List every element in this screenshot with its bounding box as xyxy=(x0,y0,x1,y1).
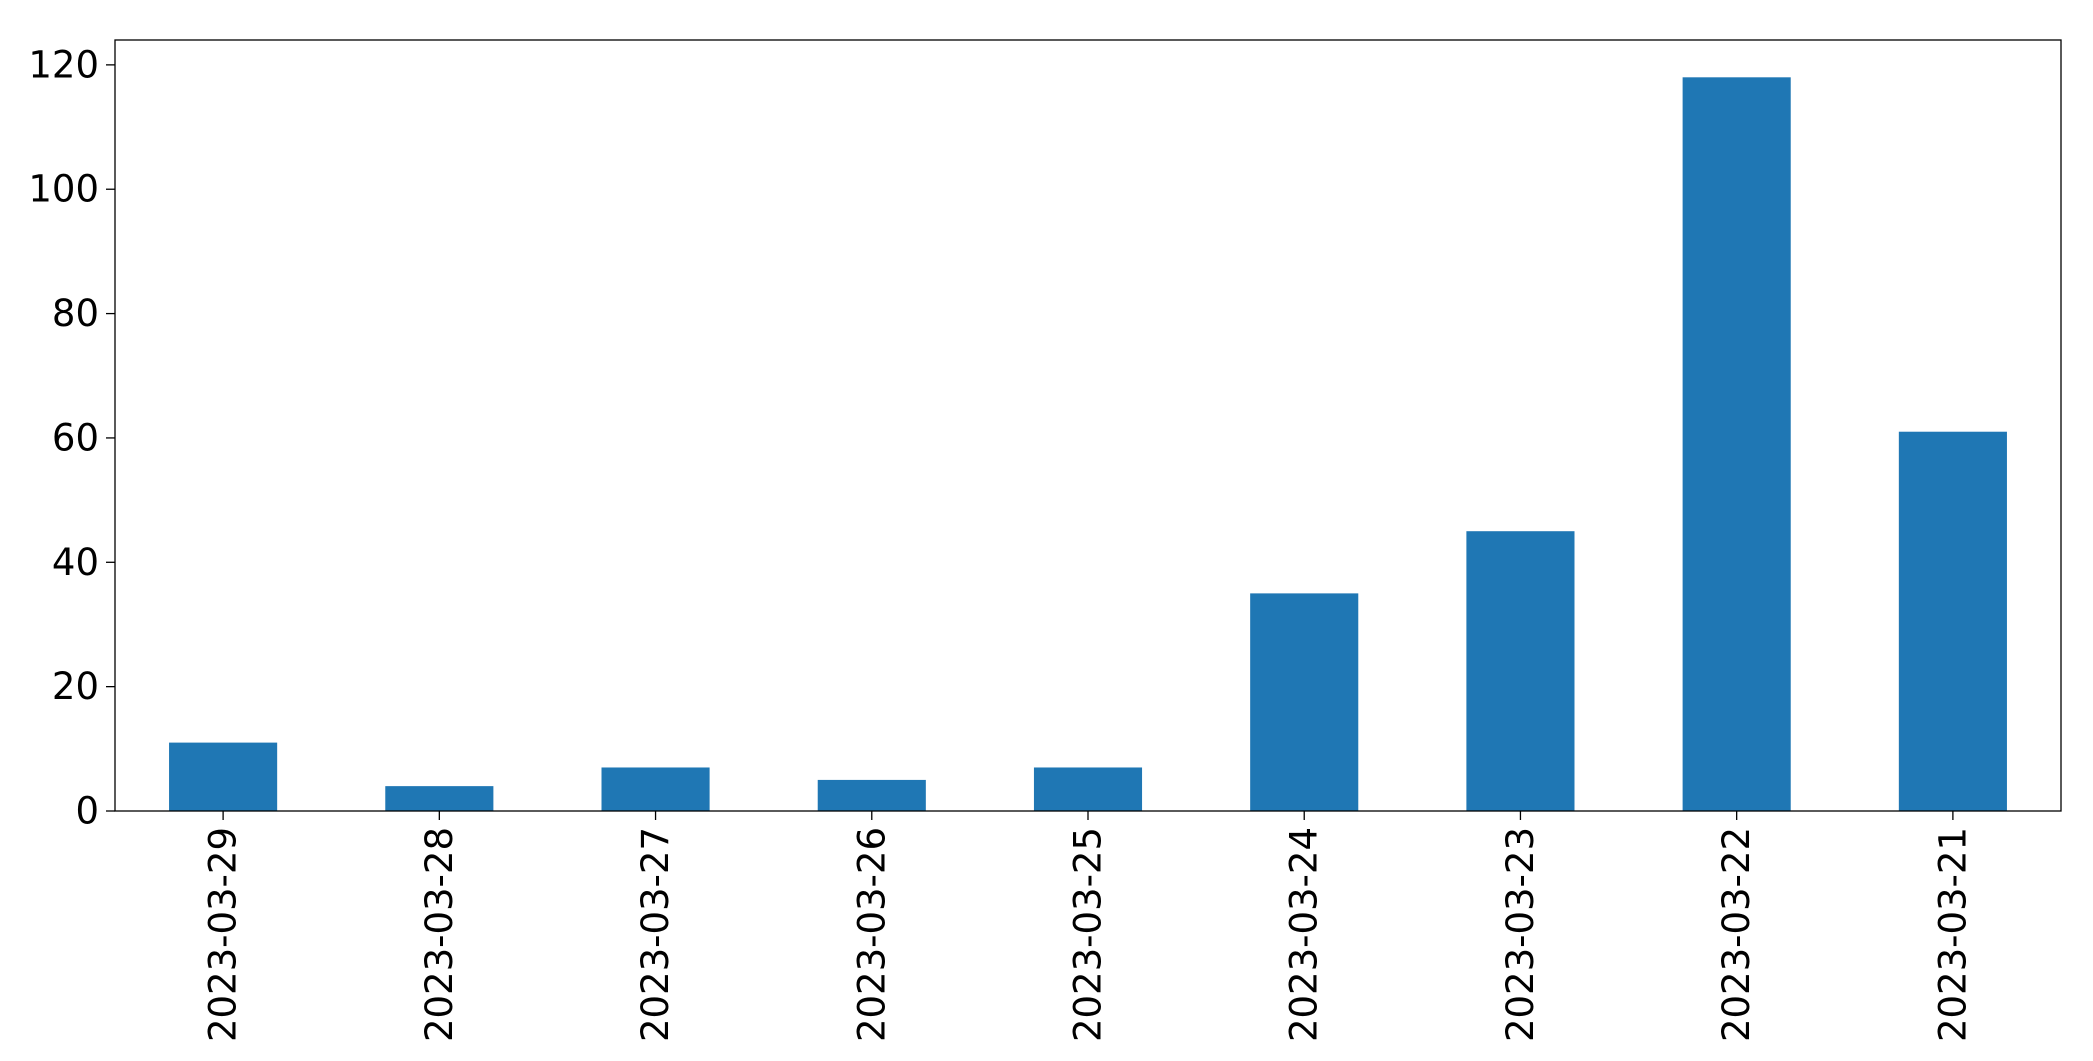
y-tick-label: 100 xyxy=(28,168,99,211)
x-tick-label: 2023-03-22 xyxy=(1715,827,1758,1042)
bar-2023-03-29 xyxy=(169,742,278,811)
y-tick-label: 120 xyxy=(28,43,99,86)
x-axis: 2023-03-29 2023-03-28 2023-03-27 2023-03-26… xyxy=(202,811,1974,1042)
y-axis: 0 20 40 60 80 100 120 xyxy=(28,43,115,833)
y-tick-label: 40 xyxy=(52,541,99,584)
x-tick-label: 2023-03-26 xyxy=(850,827,893,1042)
x-tick-label: 2023-03-21 xyxy=(1931,827,1974,1042)
bar-2023-03-26 xyxy=(817,779,926,811)
bar-2023-03-28 xyxy=(385,786,494,811)
bar-2023-03-22 xyxy=(1682,77,1791,811)
x-tick-label: 2023-03-25 xyxy=(1067,827,1110,1042)
plot-frame xyxy=(114,39,2062,812)
bar-2023-03-23 xyxy=(1466,531,1575,811)
y-tick-label: 20 xyxy=(52,665,99,708)
bars-group xyxy=(169,77,2007,811)
y-tick-label: 0 xyxy=(75,790,99,833)
x-tick-label: 2023-03-27 xyxy=(634,827,677,1042)
y-tick-label: 80 xyxy=(52,292,99,335)
y-tick-label: 60 xyxy=(52,416,99,459)
bar-2023-03-25 xyxy=(1033,767,1143,811)
bar-2023-03-27 xyxy=(601,767,710,811)
x-tick-label: 2023-03-28 xyxy=(418,827,461,1042)
x-tick-label: 2023-03-24 xyxy=(1283,827,1326,1042)
bar-2023-03-24 xyxy=(1250,593,1359,811)
bar-2023-03-21 xyxy=(1898,431,2007,811)
x-tick-label: 2023-03-29 xyxy=(202,827,245,1042)
x-tick-label: 2023-03-23 xyxy=(1499,827,1542,1042)
